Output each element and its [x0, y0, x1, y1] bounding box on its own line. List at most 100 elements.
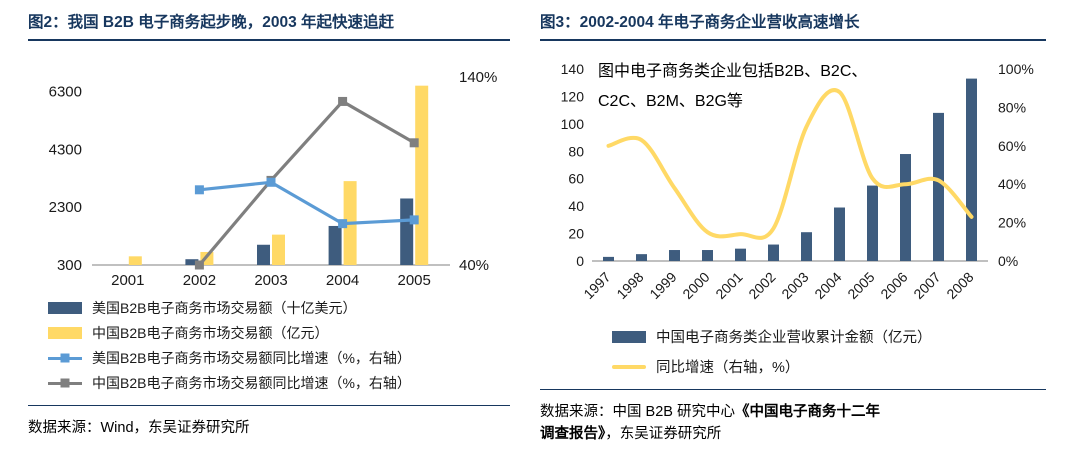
chart-bar — [966, 78, 977, 261]
figure3-source-line1: 数据来源：中国 B2B 研究中心《中国电子商务十二年 — [540, 404, 880, 420]
figure2-title: 图2：我国 B2B 电子商务起步晚，2003 年起快速追赶 — [28, 10, 510, 41]
axis-label: 300 — [57, 257, 82, 274]
figure3-source-prefix: 数据来源：中国 B2B 研究中心 — [540, 404, 735, 420]
chart-bar — [272, 234, 285, 265]
figure3-chart: 0 20 40 60 80 100 120 140 0% 20% 40% 60% 80% 100% 1997… — [561, 61, 1034, 302]
figure2-chart-area: 300 2300 4300 6300 140% 40% 2001 2002 2003 2004 20… — [28, 45, 510, 293]
figure3-annotation-line2: C2C、B2M、B2G等 — [598, 93, 743, 110]
figure3-annotation: 图中电子商务类企业包括B2B、B2C、 C2C、B2M、B2G等 — [598, 57, 867, 117]
axis-label: 2003 — [254, 272, 287, 289]
axis-label: 4300 — [49, 141, 82, 158]
chart-bar — [338, 219, 348, 229]
chart-bar — [409, 215, 419, 225]
axis-label: 1999 — [646, 269, 679, 302]
legend-item-revenue-bar: 中国电子商务类企业营收累计金额（亿元） — [612, 326, 1046, 347]
figure2-legend: 美国B2B电子商务市场交易额（十亿美元） 中国B2B电子商务市场交易额（亿元） … — [28, 298, 510, 393]
figure3-source-suffix: ，东吴证券研究所 — [605, 426, 722, 443]
axis-label: 2007 — [910, 269, 943, 302]
axis-label: 2004 — [326, 272, 359, 289]
chart-bar — [409, 138, 419, 148]
axis-label: 60% — [998, 138, 1026, 154]
chart-bar — [194, 260, 204, 270]
axis-label: 40% — [998, 176, 1026, 192]
figure3-source: 数据来源：中国 B2B 研究中心《中国电子商务十二年 调查报告》，东吴证券研究所 — [540, 389, 1046, 446]
figure3-source-book1: 《中国电子商务十二年 — [734, 404, 880, 420]
figure2-chart: 300 2300 4300 6300 140% 40% 2001 2002 2003 2004 20… — [49, 69, 498, 289]
figure3-legend: 中国电子商务类企业营收累计金额（亿元） 同比增速（右轴，%） — [540, 326, 1046, 377]
chart-bar — [328, 225, 342, 265]
axis-label: 80% — [998, 99, 1026, 115]
legend-swatch-cn-bar — [48, 326, 82, 340]
chart-bar — [735, 248, 746, 261]
chart-bar — [257, 244, 270, 265]
axis-label: 2005 — [398, 272, 431, 289]
figure3-title: 图3：2002-2004 年电子商务企业营收高速增长 — [540, 10, 1046, 41]
legend-label-revenue-bar: 中国电子商务类企业营收累计金额（亿元） — [656, 330, 932, 346]
chart-bar — [185, 259, 199, 265]
figure3-source-line2: 调查报告》，东吴证券研究所 — [540, 426, 721, 442]
chart-bar — [933, 112, 944, 261]
axis-label: 2006 — [877, 269, 910, 302]
chart-bar — [266, 177, 276, 187]
axis-label: 140% — [459, 69, 497, 86]
legend-item-cn-growth-line: 中国B2B电子商务市场交易额同比增速（%，右轴） — [48, 373, 510, 393]
chart-bar — [768, 244, 779, 261]
chart-bar — [338, 96, 348, 106]
axis-label: 40 — [568, 198, 584, 214]
legend-label-us-growth-line: 美国B2B电子商务市场交易额同比增速（%，右轴） — [92, 350, 411, 366]
axis-label: 2001 — [111, 272, 144, 289]
legend-label-cn-bar: 中国B2B电子商务市场交易额（亿元） — [92, 325, 329, 341]
figure3-annotation-line1: 图中电子商务类企业包括B2B、B2C、 — [598, 63, 868, 80]
axis-label: 80 — [568, 143, 584, 159]
axis-label: 2005 — [844, 269, 877, 302]
chart-bar — [669, 250, 680, 261]
legend-swatch-us-bar — [48, 301, 82, 315]
axis-label: 40% — [459, 257, 489, 274]
chart-bar — [834, 207, 845, 261]
figure3-source-book2: 调查报告》 — [540, 426, 606, 443]
chart-bar — [603, 256, 614, 261]
axis-label: 2003 — [778, 269, 811, 302]
axis-label: 1997 — [580, 269, 613, 302]
chart-bar — [400, 198, 414, 265]
axis-label: 2008 — [943, 269, 976, 302]
legend-swatch-us-growth-line — [48, 351, 82, 365]
axis-label: 2001 — [712, 269, 745, 302]
axis-label: 100 — [561, 116, 585, 132]
legend-item-cn-bar: 中国B2B电子商务市场交易额（亿元） — [48, 323, 510, 343]
legend-label-growth-line: 同比增速（右轴，%） — [656, 360, 800, 376]
chart-bar — [801, 232, 812, 261]
axis-label: 100% — [998, 61, 1034, 77]
legend-swatch-cn-growth-line — [48, 376, 82, 390]
axis-label: 2002 — [745, 269, 778, 302]
chart-bar — [636, 254, 647, 261]
axis-label: 140 — [561, 61, 585, 77]
legend-item-growth-line: 同比增速（右轴，%） — [612, 356, 1046, 377]
axis-label: 0 — [576, 253, 584, 269]
line-series — [606, 88, 974, 240]
chart-bar — [194, 185, 204, 195]
axis-label: 120 — [561, 88, 585, 104]
figure2-source: 数据来源：Wind，东吴证券研究所 — [28, 405, 510, 439]
figure3-panel: 图3：2002-2004 年电子商务企业营收高速增长 0 20 40 60 80 100 1… — [540, 10, 1046, 446]
legend-swatch-growth-line — [612, 360, 646, 374]
axis-label: 2300 — [49, 199, 82, 216]
axis-label: 60 — [568, 171, 584, 187]
axis-label: 0% — [998, 253, 1018, 269]
legend-label-us-bar: 美国B2B电子商务市场交易额（十亿美元） — [92, 300, 357, 316]
axis-label: 20% — [998, 215, 1026, 231]
axis-label: 6300 — [49, 83, 82, 100]
legend-item-us-growth-line: 美国B2B电子商务市场交易额同比增速（%，右轴） — [48, 348, 510, 368]
figure2-source-text: 数据来源：Wind，东吴证券研究所 — [28, 420, 250, 436]
axis-label: 1998 — [613, 269, 646, 302]
axis-label: 2004 — [811, 269, 844, 302]
axis-label: 2002 — [183, 272, 216, 289]
chart-bar — [702, 250, 713, 261]
legend-label-cn-growth-line: 中国B2B电子商务市场交易额同比增速（%，右轴） — [92, 375, 411, 391]
chart-bar — [128, 256, 142, 265]
chart-bar — [415, 85, 429, 265]
line-series — [198, 99, 416, 267]
line-series — [199, 180, 415, 226]
chart-bar — [867, 185, 878, 261]
